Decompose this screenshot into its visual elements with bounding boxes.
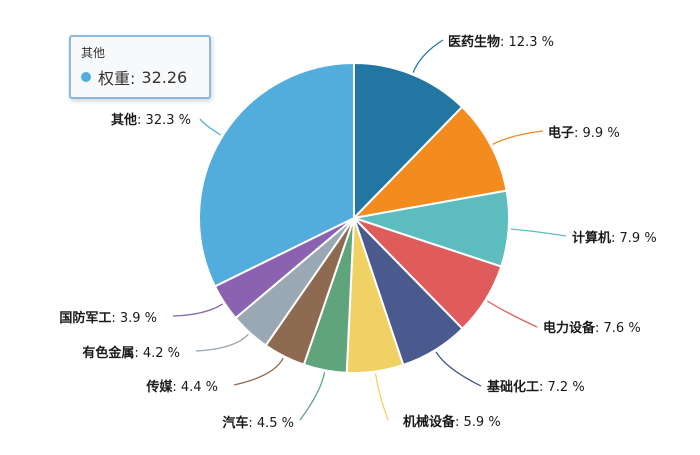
slice-label: 有色金属: 4.2 % bbox=[82, 345, 180, 361]
leader-line bbox=[435, 351, 482, 387]
slice-label: 医药生物: 12.3 % bbox=[448, 34, 554, 50]
pie-slices bbox=[197, 61, 510, 374]
tooltip-row: 权重: 32.26 bbox=[81, 65, 199, 89]
series-dot-icon bbox=[81, 72, 91, 82]
slice-label: 国防军工: 3.9 % bbox=[59, 310, 157, 326]
slice-labels: 医药生物: 12.3 % 电子: 9.9 % 计算机: 7.9 % 电力设备: 7.6… bbox=[59, 34, 656, 431]
leader-line bbox=[510, 228, 567, 237]
chart-tooltip: 其他 权重: 32.26 bbox=[69, 35, 211, 99]
tooltip-value: 32.26 bbox=[141, 67, 188, 87]
leader-line bbox=[492, 130, 544, 145]
leader-line bbox=[299, 372, 326, 421]
label-leader-lines bbox=[172, 39, 567, 421]
slice-label: 基础化工: 7.2 % bbox=[486, 379, 585, 395]
leader-line bbox=[486, 300, 538, 328]
leader-line bbox=[233, 357, 284, 386]
slice-label: 汽车: 4.5 % bbox=[222, 415, 294, 431]
leader-line bbox=[374, 373, 389, 421]
leader-line bbox=[195, 333, 249, 352]
slice-label: 电子: 9.9 % bbox=[548, 125, 620, 141]
slice-label: 机械设备: 5.9 % bbox=[403, 414, 501, 430]
pie-slice-2[interactable] bbox=[351, 105, 508, 220]
tooltip-title: 其他 bbox=[81, 46, 106, 60]
leader-line bbox=[172, 303, 223, 317]
pie-slice-1[interactable] bbox=[353, 61, 464, 221]
slice-label: 其他: 32.3 % bbox=[111, 112, 191, 128]
slice-label: 传媒: 4.4 % bbox=[145, 379, 218, 395]
slice-label: 计算机: 7.9 % bbox=[572, 230, 657, 246]
tooltip-series-label: 权重: bbox=[98, 69, 136, 88]
slice-label: 电力设备: 7.6 % bbox=[543, 320, 641, 336]
leader-line bbox=[199, 118, 222, 136]
pie-slice-11[interactable] bbox=[197, 61, 355, 288]
leader-line bbox=[412, 39, 444, 73]
